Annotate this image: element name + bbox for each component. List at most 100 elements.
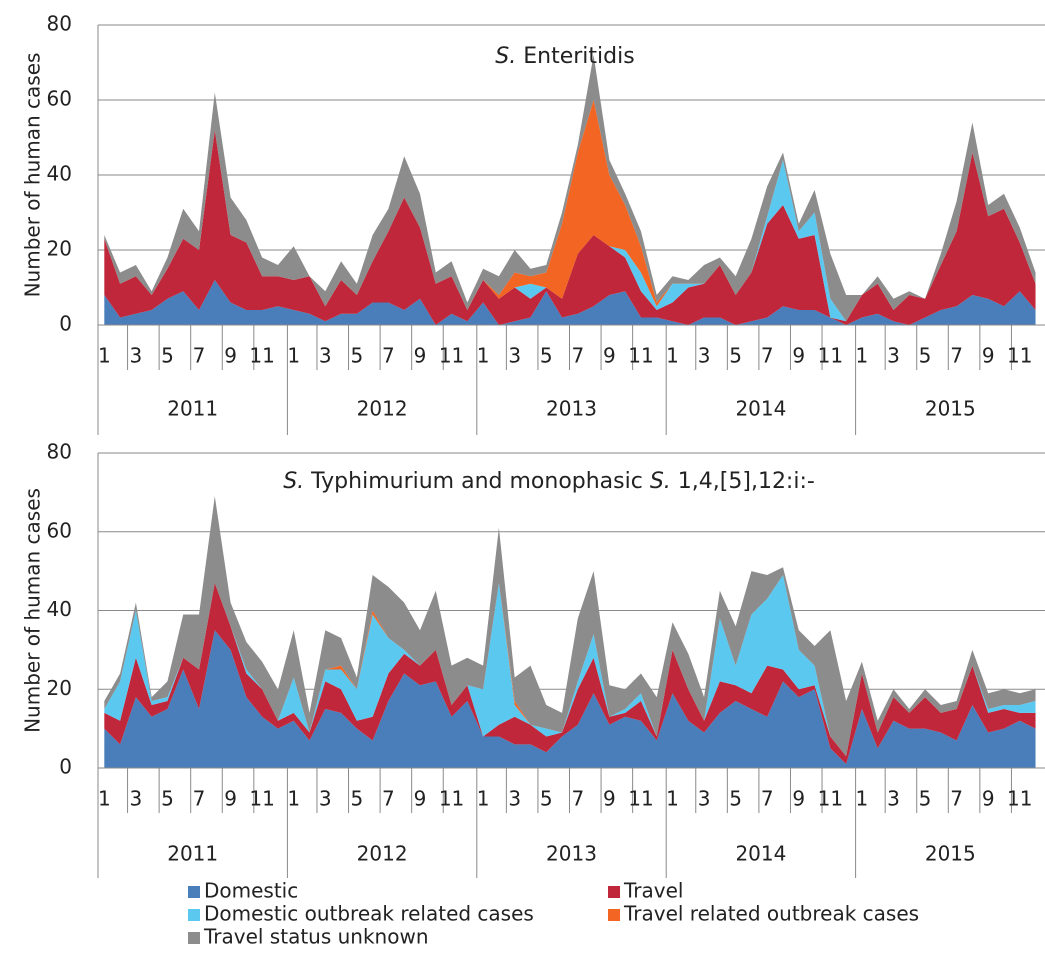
x-tick-label: 3 (130, 344, 143, 368)
x-tick-label: 1 (477, 344, 490, 368)
x-tick-label: 1 (98, 344, 111, 368)
y-tick-label: 80 (47, 440, 72, 464)
x-tick-label: 1 (666, 344, 679, 368)
legend-swatch (188, 932, 200, 944)
x-tick-label: 5 (350, 787, 363, 811)
title-part: S. (650, 469, 671, 494)
x-tick-label: 5 (919, 787, 932, 811)
x-tick-label: 3 (508, 787, 521, 811)
x-tick-label: 1 (477, 787, 490, 811)
y-tick-label: 40 (47, 597, 72, 621)
x-tick-label: 11 (628, 787, 653, 811)
title-part: S. (283, 469, 304, 494)
year-label: 2015 (925, 397, 976, 421)
y-tick-label: 60 (47, 87, 72, 111)
x-tick-label: 9 (982, 787, 995, 811)
x-tick-label: 1 (856, 787, 869, 811)
x-tick-label: 9 (414, 344, 427, 368)
x-tick-label: 3 (130, 787, 143, 811)
y-axis-label: Number of human cases (21, 488, 45, 733)
x-tick-label: 5 (919, 344, 932, 368)
title-part: S. (495, 44, 516, 69)
area (104, 100, 1036, 322)
area (104, 130, 1036, 325)
legend-label: Travel related outbreak cases (623, 902, 919, 926)
area (104, 280, 1036, 325)
y-tick-label: 0 (59, 755, 72, 779)
x-tick-label: 5 (729, 344, 742, 368)
x-tick-label: 7 (193, 344, 206, 368)
y-tick-label: 60 (47, 518, 72, 542)
x-tick-label: 11 (249, 787, 274, 811)
x-tick-label: 3 (508, 344, 521, 368)
x-tick-label: 7 (382, 787, 395, 811)
legend-label: Travel status unknown (203, 925, 429, 949)
x-tick-label: 9 (792, 344, 805, 368)
x-tick-label: 3 (887, 344, 900, 368)
x-tick-label: 7 (950, 344, 963, 368)
x-tick-label: 9 (603, 344, 616, 368)
year-label: 2012 (357, 397, 408, 421)
x-tick-label: 3 (319, 344, 332, 368)
x-tick-label: 11 (439, 344, 464, 368)
x-tick-label: 1 (287, 344, 300, 368)
x-tick-label: 5 (161, 787, 174, 811)
y-tick-label: 0 (59, 312, 72, 336)
x-tick-label: 3 (887, 787, 900, 811)
x-tick-label: 5 (729, 787, 742, 811)
y-tick-label: 80 (47, 12, 72, 36)
x-tick-label: 7 (761, 787, 774, 811)
x-tick-label: 3 (319, 787, 332, 811)
x-tick-label: 9 (603, 787, 616, 811)
x-tick-label: 9 (792, 787, 805, 811)
chart-title: S. Enteritidis (495, 44, 634, 69)
x-tick-label: 11 (628, 344, 653, 368)
legend-swatch (608, 909, 620, 921)
x-tick-label: 5 (540, 787, 553, 811)
x-tick-label: 7 (761, 344, 774, 368)
y-axis-label: Number of human cases (21, 53, 45, 298)
x-tick-label: 7 (193, 787, 206, 811)
year-label: 2015 (925, 842, 976, 866)
x-tick-label: 3 (698, 344, 711, 368)
x-tick-label: 7 (382, 344, 395, 368)
x-tick-label: 9 (414, 787, 427, 811)
x-tick-label: 11 (1007, 787, 1032, 811)
legend-label: Domestic outbreak related cases (204, 902, 534, 926)
area (104, 496, 1036, 757)
x-tick-label: 9 (224, 344, 237, 368)
year-label: 2012 (357, 842, 408, 866)
x-tick-label: 3 (698, 787, 711, 811)
title-part: Enteritidis (516, 44, 634, 69)
x-tick-label: 1 (287, 787, 300, 811)
x-tick-label: 7 (571, 787, 584, 811)
x-tick-label: 7 (950, 787, 963, 811)
x-tick-label: 11 (818, 344, 843, 368)
x-tick-label: 1 (666, 787, 679, 811)
year-label: 2014 (735, 842, 786, 866)
x-tick-label: 5 (350, 344, 363, 368)
legend-swatch (188, 886, 200, 898)
title-part: Typhimurium and monophasic (304, 469, 650, 494)
x-tick-label: 7 (571, 344, 584, 368)
legend-swatch (188, 909, 200, 921)
y-tick-label: 20 (47, 237, 72, 261)
x-tick-label: 5 (540, 344, 553, 368)
x-tick-label: 9 (982, 344, 995, 368)
y-tick-label: 40 (47, 162, 72, 186)
chart-title: S. Typhimurium and monophasic S. 1,4,[5]… (283, 469, 815, 494)
year-label: 2011 (167, 397, 218, 421)
area (104, 582, 1036, 765)
x-tick-label: 11 (818, 787, 843, 811)
year-label: 2013 (546, 842, 597, 866)
year-label: 2013 (546, 397, 597, 421)
x-tick-label: 11 (249, 344, 274, 368)
title-part: 1,4,[5],12:i:- (671, 469, 815, 494)
legend-label: Travel (623, 879, 683, 903)
x-tick-label: 11 (439, 787, 464, 811)
y-tick-label: 20 (47, 676, 72, 700)
year-label: 2011 (167, 842, 218, 866)
x-tick-label: 1 (856, 344, 869, 368)
x-tick-label: 11 (1007, 344, 1032, 368)
